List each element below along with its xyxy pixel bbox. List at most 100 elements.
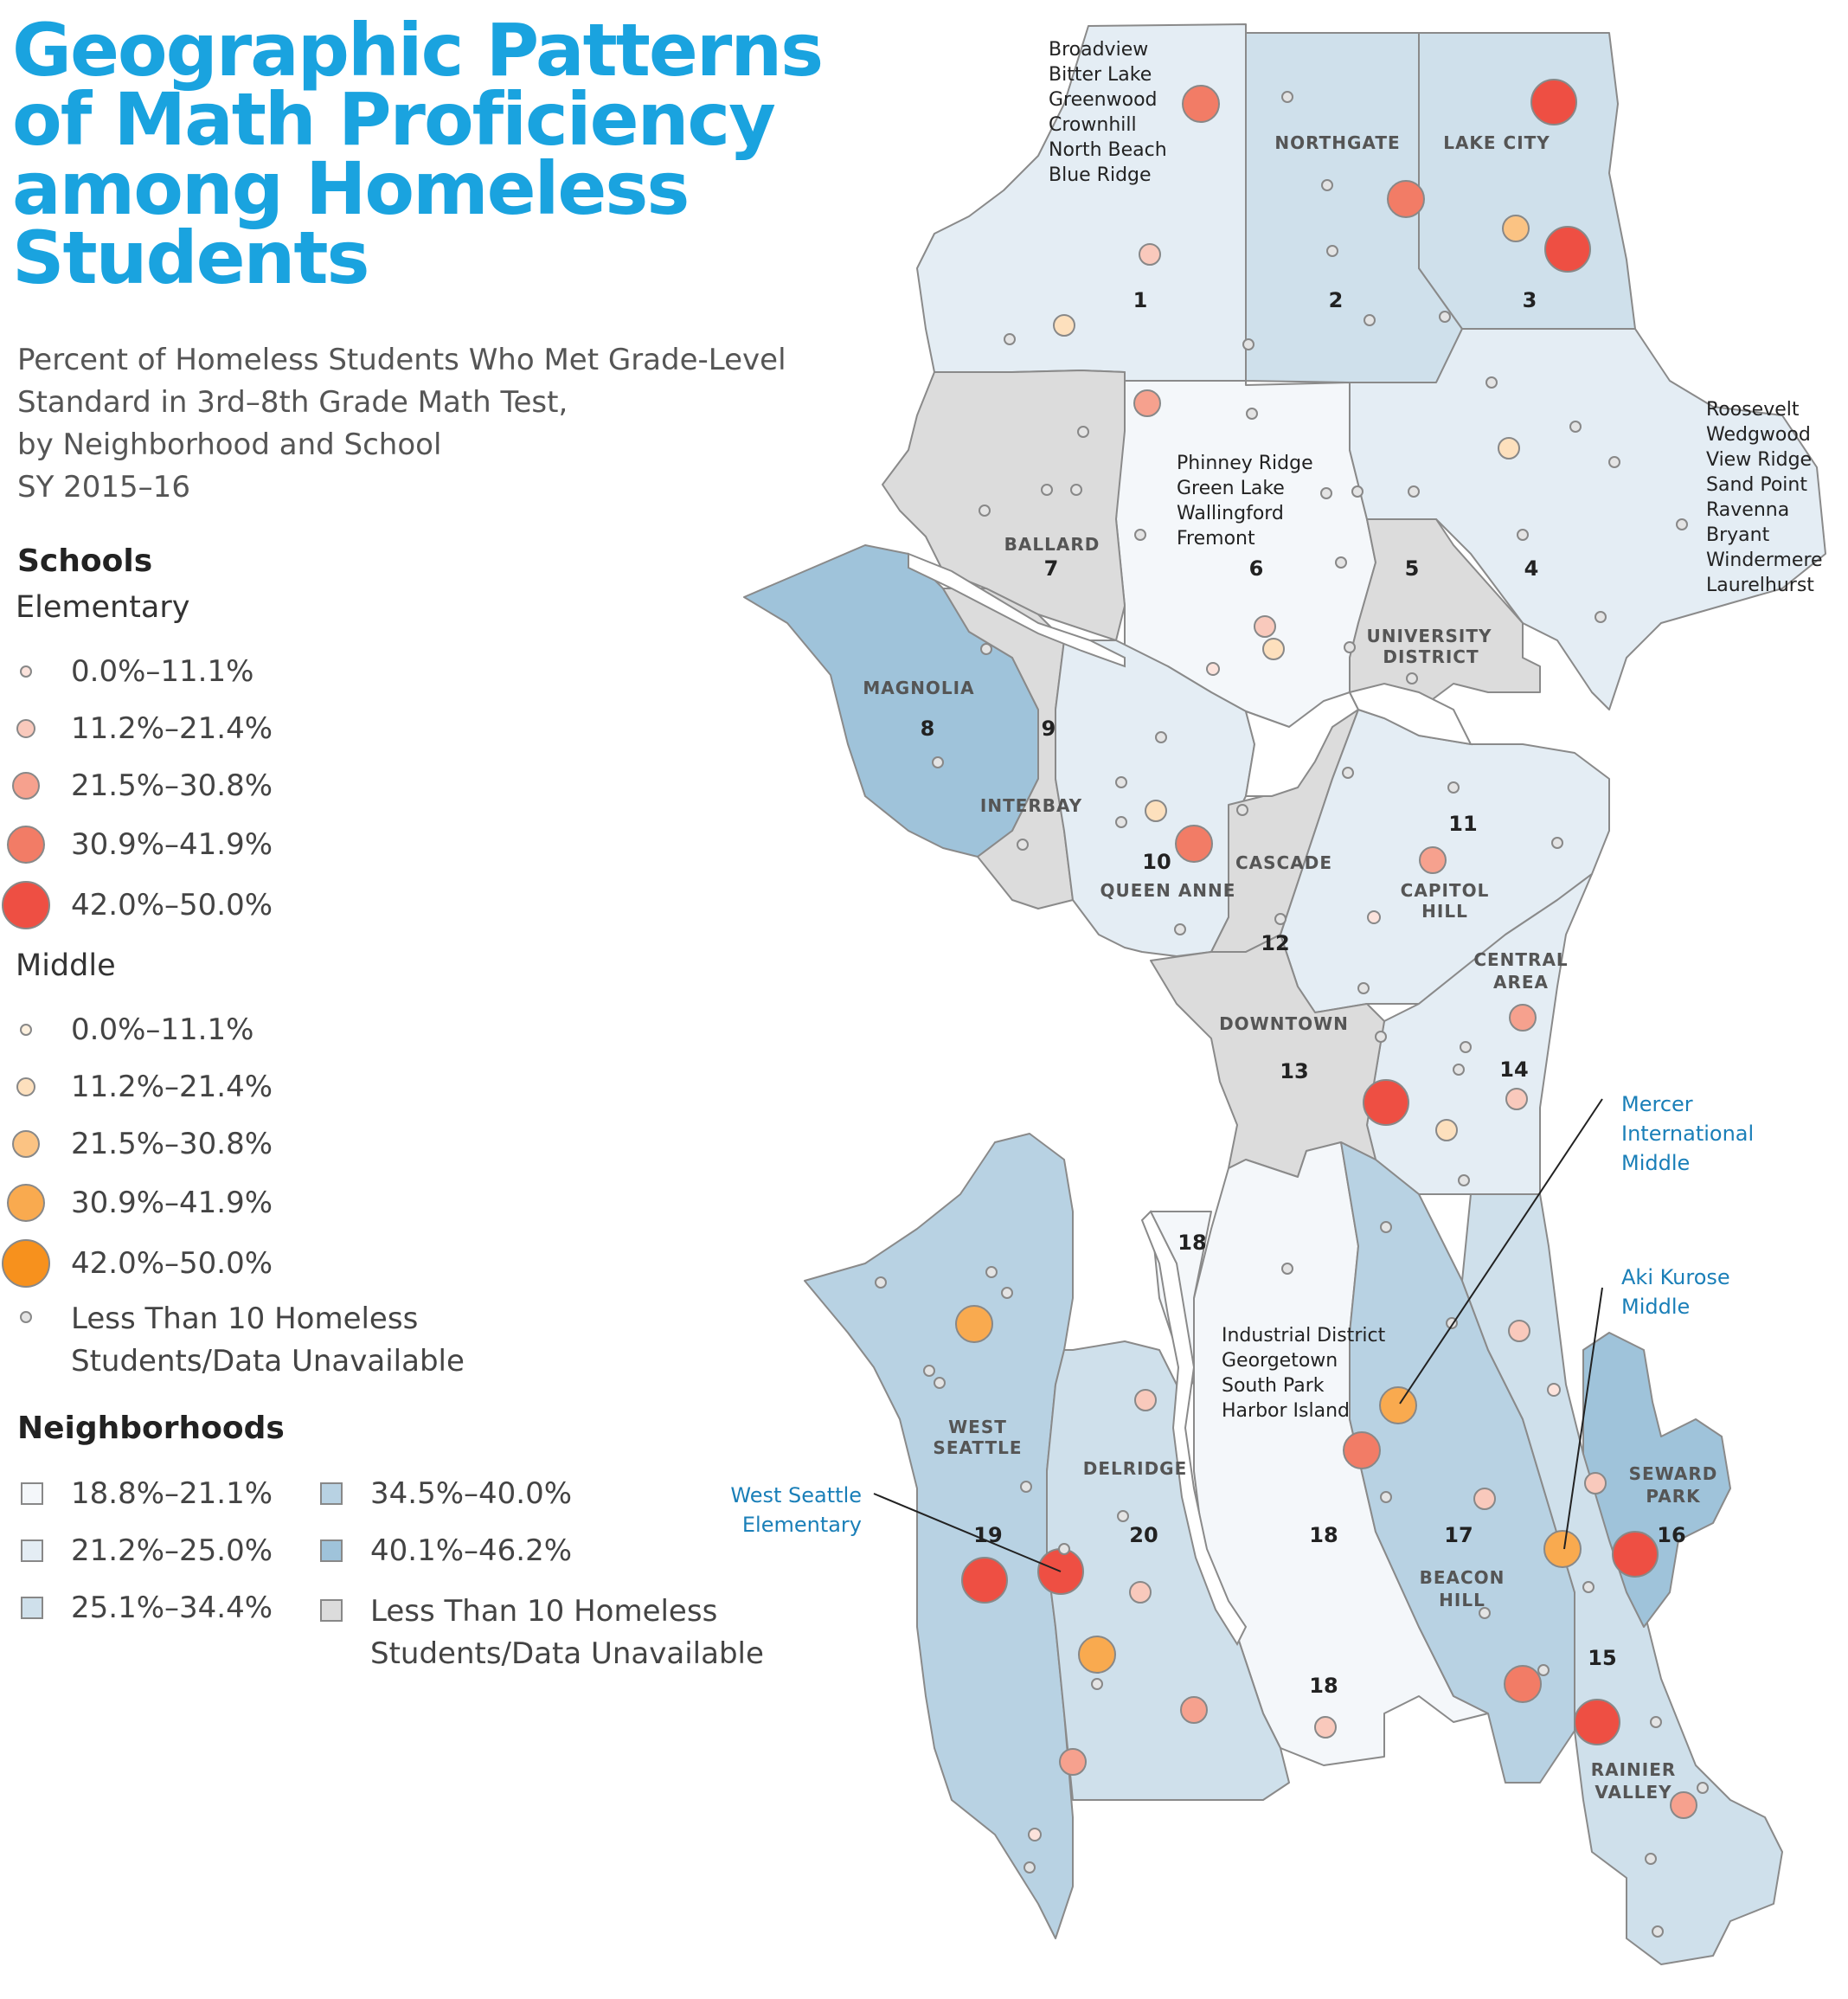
school-nodata-marker <box>1242 338 1254 350</box>
legend-swatch <box>320 1539 343 1562</box>
school-nodata-marker <box>1551 837 1563 849</box>
school-nodata-marker <box>1406 672 1418 685</box>
area-list-item: Industrial District <box>1222 1325 1386 1347</box>
title-line: among Homeless <box>12 146 690 231</box>
school-nodata-marker <box>1134 529 1146 541</box>
ship-canal <box>908 552 1126 668</box>
legend-middle-heading: Middle <box>16 948 116 983</box>
neighborhood-number: 8 <box>921 717 935 741</box>
callout-aki-line: Middle <box>1621 1295 1690 1319</box>
legend-middle-row: 0.0%–11.1% <box>0 1012 253 1047</box>
middle-school-marker <box>1262 638 1285 660</box>
elementary-school-marker <box>1133 389 1161 417</box>
middle-school-marker <box>1053 314 1075 337</box>
school-nodata-marker <box>1017 839 1029 851</box>
legend-bin-label: 11.2%–21.4% <box>71 711 273 746</box>
school-nodata-marker <box>1023 1861 1036 1874</box>
legend-neighborhood-row: 25.1%–34.4% <box>21 1591 273 1625</box>
school-nodata-marker <box>1453 1064 1465 1076</box>
legend-elementary-dot <box>12 772 40 800</box>
legend-neighborhood-row: 34.5%–40.0% <box>320 1476 572 1511</box>
neighborhood-name: SEWARD <box>1629 1463 1718 1484</box>
legend-middle-dot <box>2 1239 50 1288</box>
legend-swatch <box>320 1599 343 1622</box>
legend-elementary-dot <box>7 826 45 864</box>
elementary-school-marker <box>1363 1079 1409 1126</box>
area-list-item: Broadview <box>1049 39 1148 61</box>
middle-school-marker <box>1498 437 1520 460</box>
neighborhood-number: 20 <box>1129 1523 1158 1547</box>
legend-school-nodata-row: Less Than 10 Homeless Students/Data Unav… <box>0 1298 465 1383</box>
legend-swatch <box>21 1482 43 1505</box>
area-list-item: North Beach <box>1049 139 1167 161</box>
school-nodata-marker <box>979 505 991 517</box>
school-nodata-marker <box>1582 1581 1595 1593</box>
legend-neighborhood-row: 21.2%–25.0% <box>21 1533 273 1568</box>
area-list-item: Blue Ridge <box>1049 164 1152 186</box>
neighborhood-name: LAKE CITY <box>1443 132 1550 153</box>
neighborhood-name: HILL <box>1439 1590 1485 1610</box>
school-nodata-marker <box>1380 1491 1392 1503</box>
school-nodata-marker <box>1439 311 1451 323</box>
map-subtitle: Percent of Homeless Students Who Met Gra… <box>17 339 786 509</box>
area-list-item: Wedgwood <box>1706 424 1811 446</box>
neighborhood-number: 16 <box>1657 1523 1685 1547</box>
legend-schools-heading: Schools <box>17 543 153 579</box>
middle-school-marker <box>1078 1636 1116 1674</box>
neighborhood-number: 14 <box>1499 1057 1528 1082</box>
school-nodata-marker <box>923 1365 935 1377</box>
school-nodata-marker <box>1517 529 1529 541</box>
area-list-item: Georgetown <box>1222 1350 1338 1372</box>
neighborhood-name: UNIVERSITY <box>1367 626 1492 646</box>
callout-westseattle-line: West Seattle <box>730 1483 862 1507</box>
elementary-school-marker <box>1206 662 1220 676</box>
legend-nodata-text: Students/Data Unavailable <box>370 1636 764 1671</box>
legend-neighborhood-row: 18.8%–21.1% <box>21 1476 273 1511</box>
neighborhood-14 <box>1366 873 1593 1195</box>
school-nodata-marker <box>1117 1510 1129 1522</box>
neighborhood-name: VALLEY <box>1595 1782 1672 1803</box>
portage-bay <box>1348 682 1473 746</box>
school-nodata-marker <box>1676 518 1688 530</box>
school-nodata-marker <box>1326 245 1338 257</box>
elementary-school-marker <box>1574 1699 1620 1745</box>
neighborhood-number: 13 <box>1280 1059 1308 1083</box>
legend-bin-label: 42.0%–50.0% <box>71 888 273 922</box>
elementary-school-marker <box>1547 1383 1561 1397</box>
neighborhood-number: 9 <box>1042 717 1056 741</box>
legend-middle-dot <box>7 1184 45 1222</box>
school-nodata-marker <box>1342 767 1354 779</box>
elementary-school-marker <box>1314 1716 1337 1739</box>
school-nodata-marker <box>1460 1041 1472 1053</box>
neighborhood-number: 6 <box>1249 556 1264 581</box>
legend-bin-label: 34.5%–40.0% <box>370 1476 573 1511</box>
legend-middle-dot <box>20 1024 32 1036</box>
neighborhood-number: 12 <box>1261 931 1289 955</box>
legend-swatch <box>320 1482 343 1505</box>
legend-middle-dot <box>12 1130 40 1158</box>
school-nodata-marker <box>1697 1782 1709 1794</box>
area-list-item: Ravenna <box>1706 499 1789 521</box>
neighborhood-3 <box>1418 32 1636 330</box>
legend-elementary-row: 21.5%–30.8% <box>0 768 273 803</box>
legend-nodata-dot <box>20 1311 32 1323</box>
legend-bin-label: 30.9%–41.9% <box>71 827 273 862</box>
school-nodata-marker <box>1408 485 1420 498</box>
legend-bin-label: 21.5%–30.8% <box>71 1127 273 1161</box>
neighborhood-name: BALLARD <box>1004 534 1100 555</box>
elementary-school-marker <box>1175 825 1213 863</box>
neighborhood-name: HILL <box>1421 901 1468 922</box>
school-nodata-marker <box>1115 816 1127 828</box>
school-nodata-marker <box>1595 611 1607 623</box>
school-nodata-marker <box>1537 1664 1550 1676</box>
neighborhood-number: 15 <box>1588 1646 1616 1670</box>
middle-school-marker <box>1543 1530 1582 1568</box>
area-list-item: Windermere <box>1706 550 1823 571</box>
elementary-school-marker <box>1505 1088 1528 1110</box>
callout-leader-mercer <box>1399 1098 1603 1404</box>
neighborhood-number: 2 <box>1329 288 1344 312</box>
elementary-school-marker <box>1504 1665 1542 1703</box>
elementary-school-marker <box>1387 180 1425 218</box>
school-nodata-marker <box>1650 1716 1662 1728</box>
